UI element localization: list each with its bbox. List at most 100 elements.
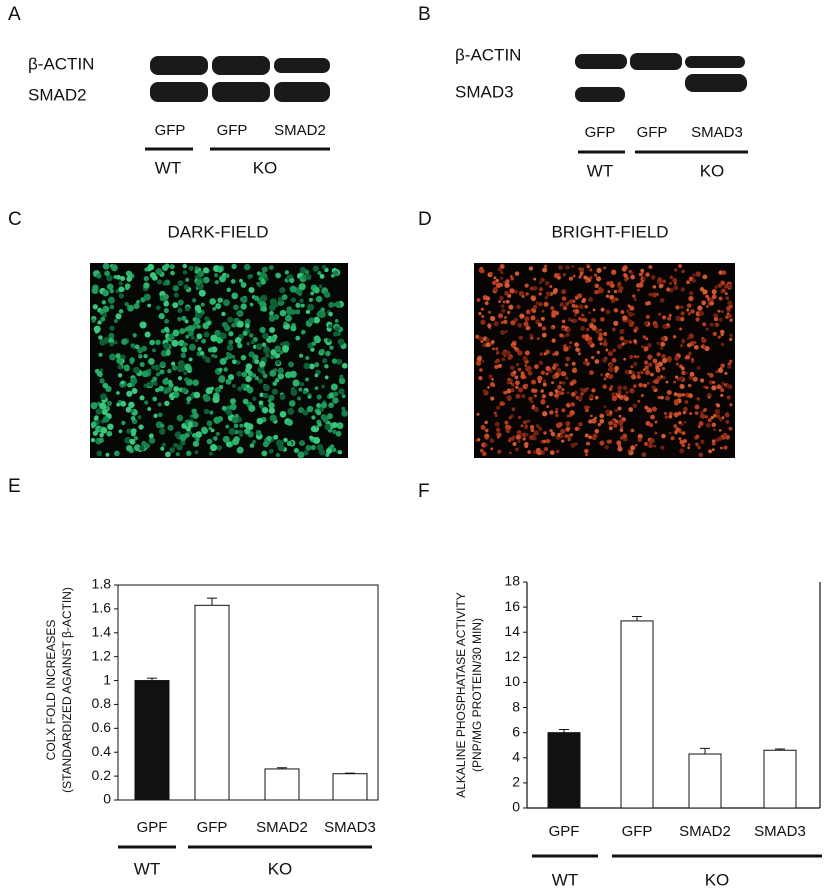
cell [203, 408, 210, 415]
cell [525, 292, 529, 296]
cell [606, 281, 611, 286]
cell [549, 428, 553, 433]
cell [726, 306, 731, 311]
cell [536, 337, 540, 341]
cell [574, 342, 579, 347]
cell [310, 291, 315, 296]
cell [645, 366, 649, 370]
cell [478, 375, 483, 381]
cell [517, 439, 521, 444]
cell [525, 326, 529, 331]
cell [598, 287, 604, 294]
cell [478, 311, 482, 316]
cell [660, 445, 665, 450]
cell [187, 325, 195, 333]
cell [101, 300, 107, 305]
cell [149, 339, 155, 346]
panel-label: E [8, 476, 21, 497]
cell [627, 449, 631, 453]
cell [705, 294, 710, 299]
cell [332, 447, 337, 452]
y-tick-label: 4 [512, 748, 520, 764]
cell [545, 349, 550, 355]
cell [603, 377, 607, 381]
cell [500, 321, 504, 324]
cell [503, 315, 507, 319]
cell [605, 294, 610, 298]
cell [656, 352, 661, 357]
cell [339, 374, 344, 379]
cell [629, 305, 635, 311]
cell [596, 267, 602, 274]
cell [529, 399, 534, 404]
cell [629, 388, 635, 394]
cell [565, 301, 569, 306]
cell [528, 434, 535, 441]
cell [629, 271, 634, 275]
cell [531, 308, 537, 314]
cell [514, 271, 520, 276]
cell [290, 309, 297, 315]
cell [725, 296, 730, 300]
cell [310, 444, 316, 451]
cell [305, 274, 312, 281]
cell [520, 373, 526, 380]
blot-band [575, 54, 627, 69]
cell [273, 314, 280, 320]
cell [324, 423, 331, 431]
cell [535, 424, 540, 428]
cell [648, 292, 653, 297]
cell [612, 297, 617, 301]
cell [147, 381, 153, 388]
cell [133, 444, 141, 452]
cell [673, 281, 677, 285]
cell [701, 337, 707, 344]
cell [515, 434, 521, 440]
error-bar [700, 747, 710, 755]
cell [522, 356, 528, 362]
cell [535, 319, 541, 325]
cell [723, 383, 727, 386]
cell [182, 270, 188, 275]
cell [245, 375, 252, 383]
cell [540, 316, 545, 321]
cell [607, 290, 611, 293]
cell [707, 417, 712, 423]
cell [171, 361, 176, 366]
cell [579, 387, 584, 392]
cell [261, 306, 268, 312]
cell [602, 357, 608, 363]
cell [711, 448, 715, 452]
cell [524, 350, 530, 356]
cell [598, 332, 603, 337]
blot-band [575, 87, 625, 102]
cell [625, 391, 629, 394]
cell [183, 342, 188, 347]
cell [202, 267, 209, 274]
cell [501, 357, 506, 362]
cell [153, 381, 158, 386]
cell [666, 323, 670, 326]
cell [623, 357, 627, 361]
cell [538, 427, 543, 432]
cell [600, 307, 605, 312]
cell [614, 365, 620, 371]
cell [164, 318, 170, 324]
cell [228, 331, 234, 337]
cell [163, 307, 169, 314]
cell [542, 382, 547, 387]
cell [554, 389, 559, 393]
cell [589, 370, 594, 375]
cell [724, 412, 730, 418]
cell [729, 333, 733, 337]
cell [693, 344, 699, 350]
cell [185, 277, 190, 282]
cell [118, 281, 123, 286]
cell [649, 438, 655, 444]
cell [476, 298, 481, 302]
cell [297, 396, 302, 401]
cell [242, 398, 249, 405]
cell [588, 311, 591, 315]
cell [136, 300, 140, 304]
cell [554, 311, 559, 316]
